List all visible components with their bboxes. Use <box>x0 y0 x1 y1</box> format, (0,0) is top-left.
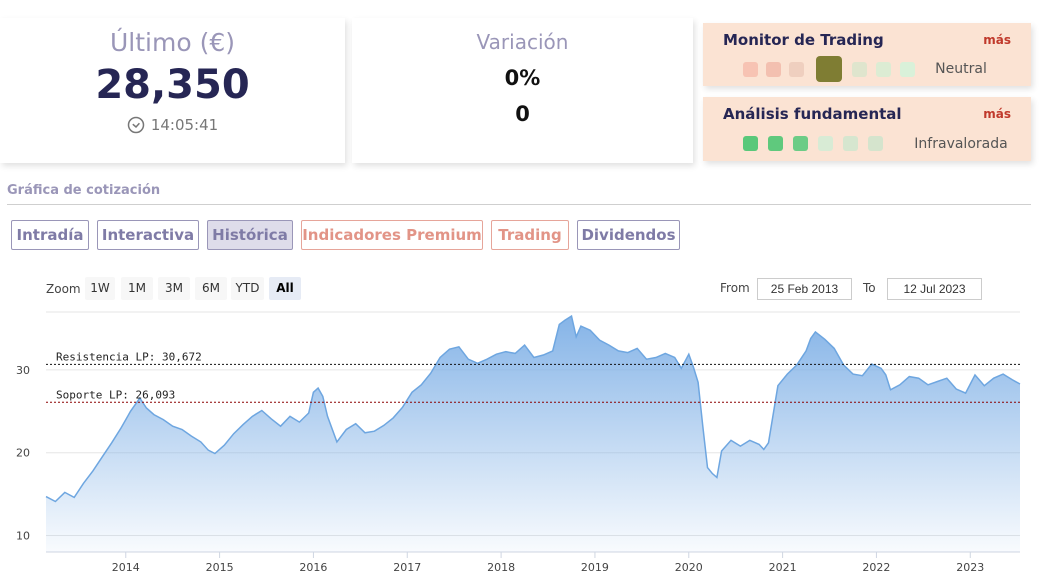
trading-monitor-title: Monitor de Trading <box>723 31 884 49</box>
range-to-label: To <box>863 281 876 295</box>
tab-historica[interactable]: Histórica <box>207 220 293 250</box>
last-update-time: 14:05:41 <box>0 116 345 134</box>
trading-monitor-dot <box>766 62 781 77</box>
x-tick-label: 2017 <box>393 561 421 574</box>
trading-monitor-more-link[interactable]: más <box>983 33 1011 47</box>
last-price-value: 28,350 <box>95 62 250 108</box>
last-price-card: Último (€) 28,350 14:05:41 <box>0 18 345 163</box>
variation-percent: 0% <box>504 66 541 90</box>
fundamental-analysis-title: Análisis fundamental <box>723 105 902 123</box>
trading-monitor-dot <box>852 62 867 77</box>
fundamental-dot <box>743 136 758 151</box>
last-price-title: Último (€) <box>110 28 235 57</box>
x-tick-label: 2023 <box>956 561 984 574</box>
fundamental-dot <box>768 136 783 151</box>
x-tick-label: 2022 <box>862 561 890 574</box>
x-tick-label: 2014 <box>112 561 140 574</box>
trading-monitor-dot <box>743 62 758 77</box>
zoom-ytd-button[interactable]: YTD <box>231 277 264 300</box>
zoom-1m-button[interactable]: 1M <box>121 277 153 300</box>
x-tick-label: 2019 <box>581 561 609 574</box>
range-to-input[interactable] <box>887 278 982 300</box>
tab-indicadores-premium[interactable]: Indicadores Premium <box>301 220 483 250</box>
x-tick-label: 2020 <box>675 561 703 574</box>
time-text: 14:05:41 <box>150 116 219 134</box>
support-label: Soporte LP: 26,093 <box>56 388 175 401</box>
clock-icon <box>127 116 145 134</box>
tab-dividendos[interactable]: Dividendos <box>577 220 680 250</box>
fundamental-analysis-state: Infravalorada <box>914 136 1008 152</box>
fundamental-analysis-card: Análisis fundamental más Infravalorada <box>703 97 1031 161</box>
fundamental-dot <box>793 136 808 151</box>
trading-monitor-dot <box>876 62 891 77</box>
zoom-6m-button[interactable]: 6M <box>195 277 227 300</box>
variation-card: Variación 0% 0 <box>352 18 693 163</box>
price-history-chart[interactable]: Resistencia LP: 30,672 Soporte LP: 26,093… <box>0 300 1041 584</box>
tab-intradia[interactable]: Intradía <box>11 220 89 250</box>
trading-monitor-card: Monitor de Trading más Neutral <box>703 23 1031 86</box>
trading-monitor-dot <box>816 56 842 82</box>
price-line <box>45 314 1021 503</box>
variation-title: Variación <box>476 30 569 54</box>
x-tick-label: 2016 <box>299 561 327 574</box>
x-tick-label: 2021 <box>769 561 797 574</box>
zoom-label: Zoom <box>46 282 81 296</box>
fundamental-analysis-more-link[interactable]: más <box>983 107 1011 121</box>
zoom-1w-button[interactable]: 1W <box>85 277 115 300</box>
variation-value: 0 <box>515 102 530 126</box>
section-divider <box>7 204 1031 205</box>
range-from-input[interactable] <box>757 278 852 300</box>
tab-trading[interactable]: Trading <box>491 220 569 250</box>
zoom-all-button[interactable]: All <box>269 277 301 300</box>
range-from-label: From <box>720 281 750 295</box>
section-title: Gráfica de cotización <box>7 183 161 198</box>
tab-interactiva[interactable]: Interactiva <box>97 220 199 250</box>
y-tick-label: 20 <box>16 447 30 460</box>
trading-monitor-dot <box>900 62 915 77</box>
trading-monitor-state: Neutral <box>935 61 987 77</box>
trading-monitor-dot <box>789 62 804 77</box>
x-tick-label: 2015 <box>206 561 234 574</box>
price-area <box>46 316 1020 552</box>
y-tick-label: 30 <box>16 364 30 377</box>
resistance-label: Resistencia LP: 30,672 <box>56 350 202 363</box>
fundamental-dot <box>868 136 883 151</box>
fundamental-dot <box>843 136 858 151</box>
fundamental-dot <box>818 136 833 151</box>
x-tick-label: 2018 <box>487 561 515 574</box>
y-tick-label: 10 <box>16 529 30 542</box>
zoom-3m-button[interactable]: 3M <box>158 277 190 300</box>
